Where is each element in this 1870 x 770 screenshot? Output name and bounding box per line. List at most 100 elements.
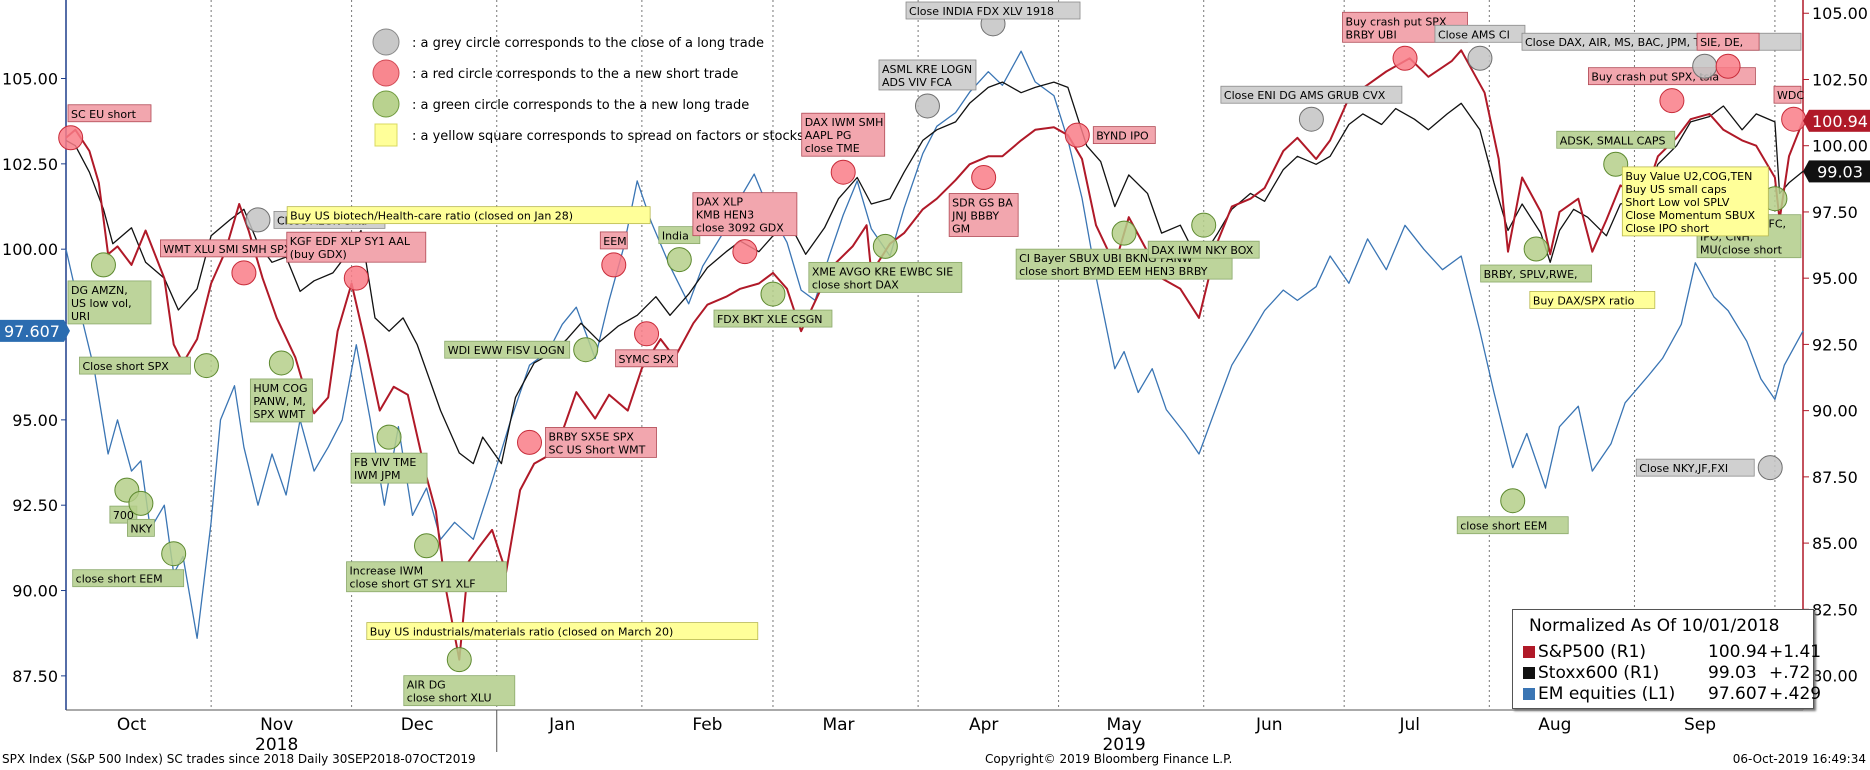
trade-annotation: Close AMS CI <box>1434 24 1526 43</box>
trade-annotation: SIE, DE, <box>1696 32 1760 51</box>
trade-annotation-box <box>67 104 152 123</box>
left-axis-tick-label: 95.00 <box>12 411 58 430</box>
right-axis-tick-label: 90.00 <box>1812 402 1858 421</box>
trade-annotation-text: DAX XLP <box>696 196 743 209</box>
key-note-text: : a red circle corresponds to the a new … <box>412 67 738 82</box>
green-trade-marker <box>376 424 402 450</box>
legend-value-em-equities: 97.607 <box>1708 684 1768 704</box>
trade-annotation-text: Close short SPX <box>82 360 169 373</box>
trade-annotation-text: Buy crash put SPX <box>1346 15 1447 28</box>
grey-trade-marker <box>1467 45 1493 71</box>
trade-annotation-text: (buy GDX) <box>290 248 347 261</box>
trade-annotation-text: ASML KRE LOGN <box>882 63 972 76</box>
trade-annotation: BYND IPO <box>1092 126 1156 145</box>
right-axis-tick-label: 100.00 <box>1812 137 1868 156</box>
trade-annotation-text: Buy crash put SPX, tsla <box>1591 71 1719 84</box>
trade-annotation-box <box>403 675 516 707</box>
spread-annotation-box <box>286 206 651 225</box>
em-last-value-tag-arrow <box>64 319 70 342</box>
trade-annotation-box <box>1220 85 1403 104</box>
trade-annotation-text: SC US Short WMT <box>549 443 646 456</box>
trade-annotation-text: JNJ BBBY <box>951 210 999 223</box>
trade-annotation-box <box>79 356 191 375</box>
trade-annotation-box <box>1696 32 1760 51</box>
trade-annotation-box <box>878 59 977 91</box>
trade-annotation-box <box>808 261 963 293</box>
trade-annotation-box <box>1092 126 1156 145</box>
trade-annotation-box <box>948 193 1019 237</box>
red-trade-marker <box>1064 122 1090 148</box>
right-axis-tick-label: 95.00 <box>1812 269 1858 288</box>
spread-annotation-text: Buy US small caps <box>1625 183 1727 196</box>
trade-annotation-text: KGF EDF XLP SY1 AAL <box>290 235 411 248</box>
trade-annotation-text: GM <box>952 223 970 236</box>
red-trade-marker <box>517 429 543 455</box>
grey-trade-marker <box>1757 455 1783 481</box>
left-axis-tick-label: 105.00 <box>2 70 58 89</box>
trade-annotation-box <box>801 112 886 157</box>
trade-annotation: NKY <box>127 518 155 537</box>
trade-annotation-box <box>127 518 155 537</box>
trade-annotation-text: Close ENI DG AMS GRUB CVX <box>1224 89 1386 102</box>
green-trade-marker <box>128 490 154 516</box>
trade-annotation-text: Close DAX, AIR, MS, BAC, JPM, TEL, SX5E <box>1525 36 1749 49</box>
legend-title: Normalized As Of 10/01/2018 <box>1529 616 1780 636</box>
trade-annotation-text: DG AMZN, <box>71 284 128 297</box>
trade-annotation: WDI EWW FISV LOGN <box>444 340 571 359</box>
green-trade-marker <box>760 281 786 307</box>
trade-annotation-box <box>249 378 313 423</box>
trade-annotation-text: Close INDIA FDX XLV 1918 <box>909 5 1054 18</box>
trade-annotation-box <box>545 427 657 458</box>
red-trade-marker <box>231 260 257 286</box>
spread-annotation: Buy DAX/SPX ratio <box>1529 291 1656 309</box>
footer-security-description: SPX Index (S&P 500 Index) SC trades sinc… <box>2 752 476 766</box>
em-last-value-text: 97.607 <box>4 322 60 341</box>
red-trade-marker <box>343 265 369 291</box>
left-axis-tick-label: 90.00 <box>12 582 58 601</box>
trade-annotation-text: MU(close short <box>1700 244 1783 257</box>
left-axis-tick-label: 92.50 <box>12 496 58 515</box>
key-yellow-square-icon <box>374 123 398 147</box>
trade-annotation-text: WMT XLU SMI SMH SPX REP <box>163 243 316 256</box>
green-trade-marker <box>90 252 116 278</box>
green-trade-marker <box>1500 488 1526 514</box>
trade-annotation-text: NKY <box>130 522 152 535</box>
grey-trade-marker <box>914 93 940 119</box>
trade-annotation-text: WDC <box>1777 89 1804 102</box>
legend-row-sp500: S&P500 (R1) 100.94 +1.41 <box>1523 642 1821 662</box>
trade-annotation-text: SIE, DE, <box>1700 36 1743 49</box>
key-green-circle-icon <box>372 90 400 118</box>
trade-annotation-text: close short GT SY1 XLF <box>350 578 476 591</box>
trade-annotation: EEM <box>599 231 628 250</box>
trade-annotation: KGF EDF XLP SY1 AAL(buy GDX) <box>286 231 427 263</box>
key-note-text: : a green circle corresponds to the a ne… <box>412 98 749 113</box>
right-axis-tick-label: 92.50 <box>1812 335 1858 354</box>
trade-annotation-text: close short EEM <box>76 573 163 586</box>
trade-annotation-text: PANW, M, <box>253 395 306 408</box>
trade-annotation-text: Close AMS CI <box>1438 28 1510 41</box>
spread-annotation-box <box>366 622 759 640</box>
trade-annotation-text: close TME <box>805 142 860 155</box>
legend-row-stoxx600: Stoxx600 (R1) 99.03 +.72 <box>1523 663 1810 683</box>
trade-annotation: WMT XLU SMI SMH SPX REP <box>160 239 328 258</box>
spread-annotation-text: Close Momentum SBUX <box>1625 209 1755 222</box>
green-trade-marker <box>1111 220 1137 246</box>
legend-swatch-sp500 <box>1523 646 1535 658</box>
spread-annotation-text: Short Low vol SPLV <box>1625 196 1730 209</box>
trade-annotation: Close INDIA FDX XLV 1918 <box>905 1 1081 20</box>
trade-annotation-box <box>1773 85 1802 104</box>
red-trade-marker <box>1392 45 1418 71</box>
red-trade-marker <box>1715 53 1741 79</box>
trade-annotation-box <box>350 452 428 484</box>
right-axis-tick-label: 85.00 <box>1812 534 1858 553</box>
trade-annotation-text: HUM COG <box>253 382 307 395</box>
key-grey-circle-icon <box>372 28 400 56</box>
trade-annotation: 700 <box>109 505 138 524</box>
trade-annotation-text: SYMC SPX <box>619 353 675 366</box>
trade-annotation: DG AMZN,US low vol,URI <box>67 280 152 325</box>
